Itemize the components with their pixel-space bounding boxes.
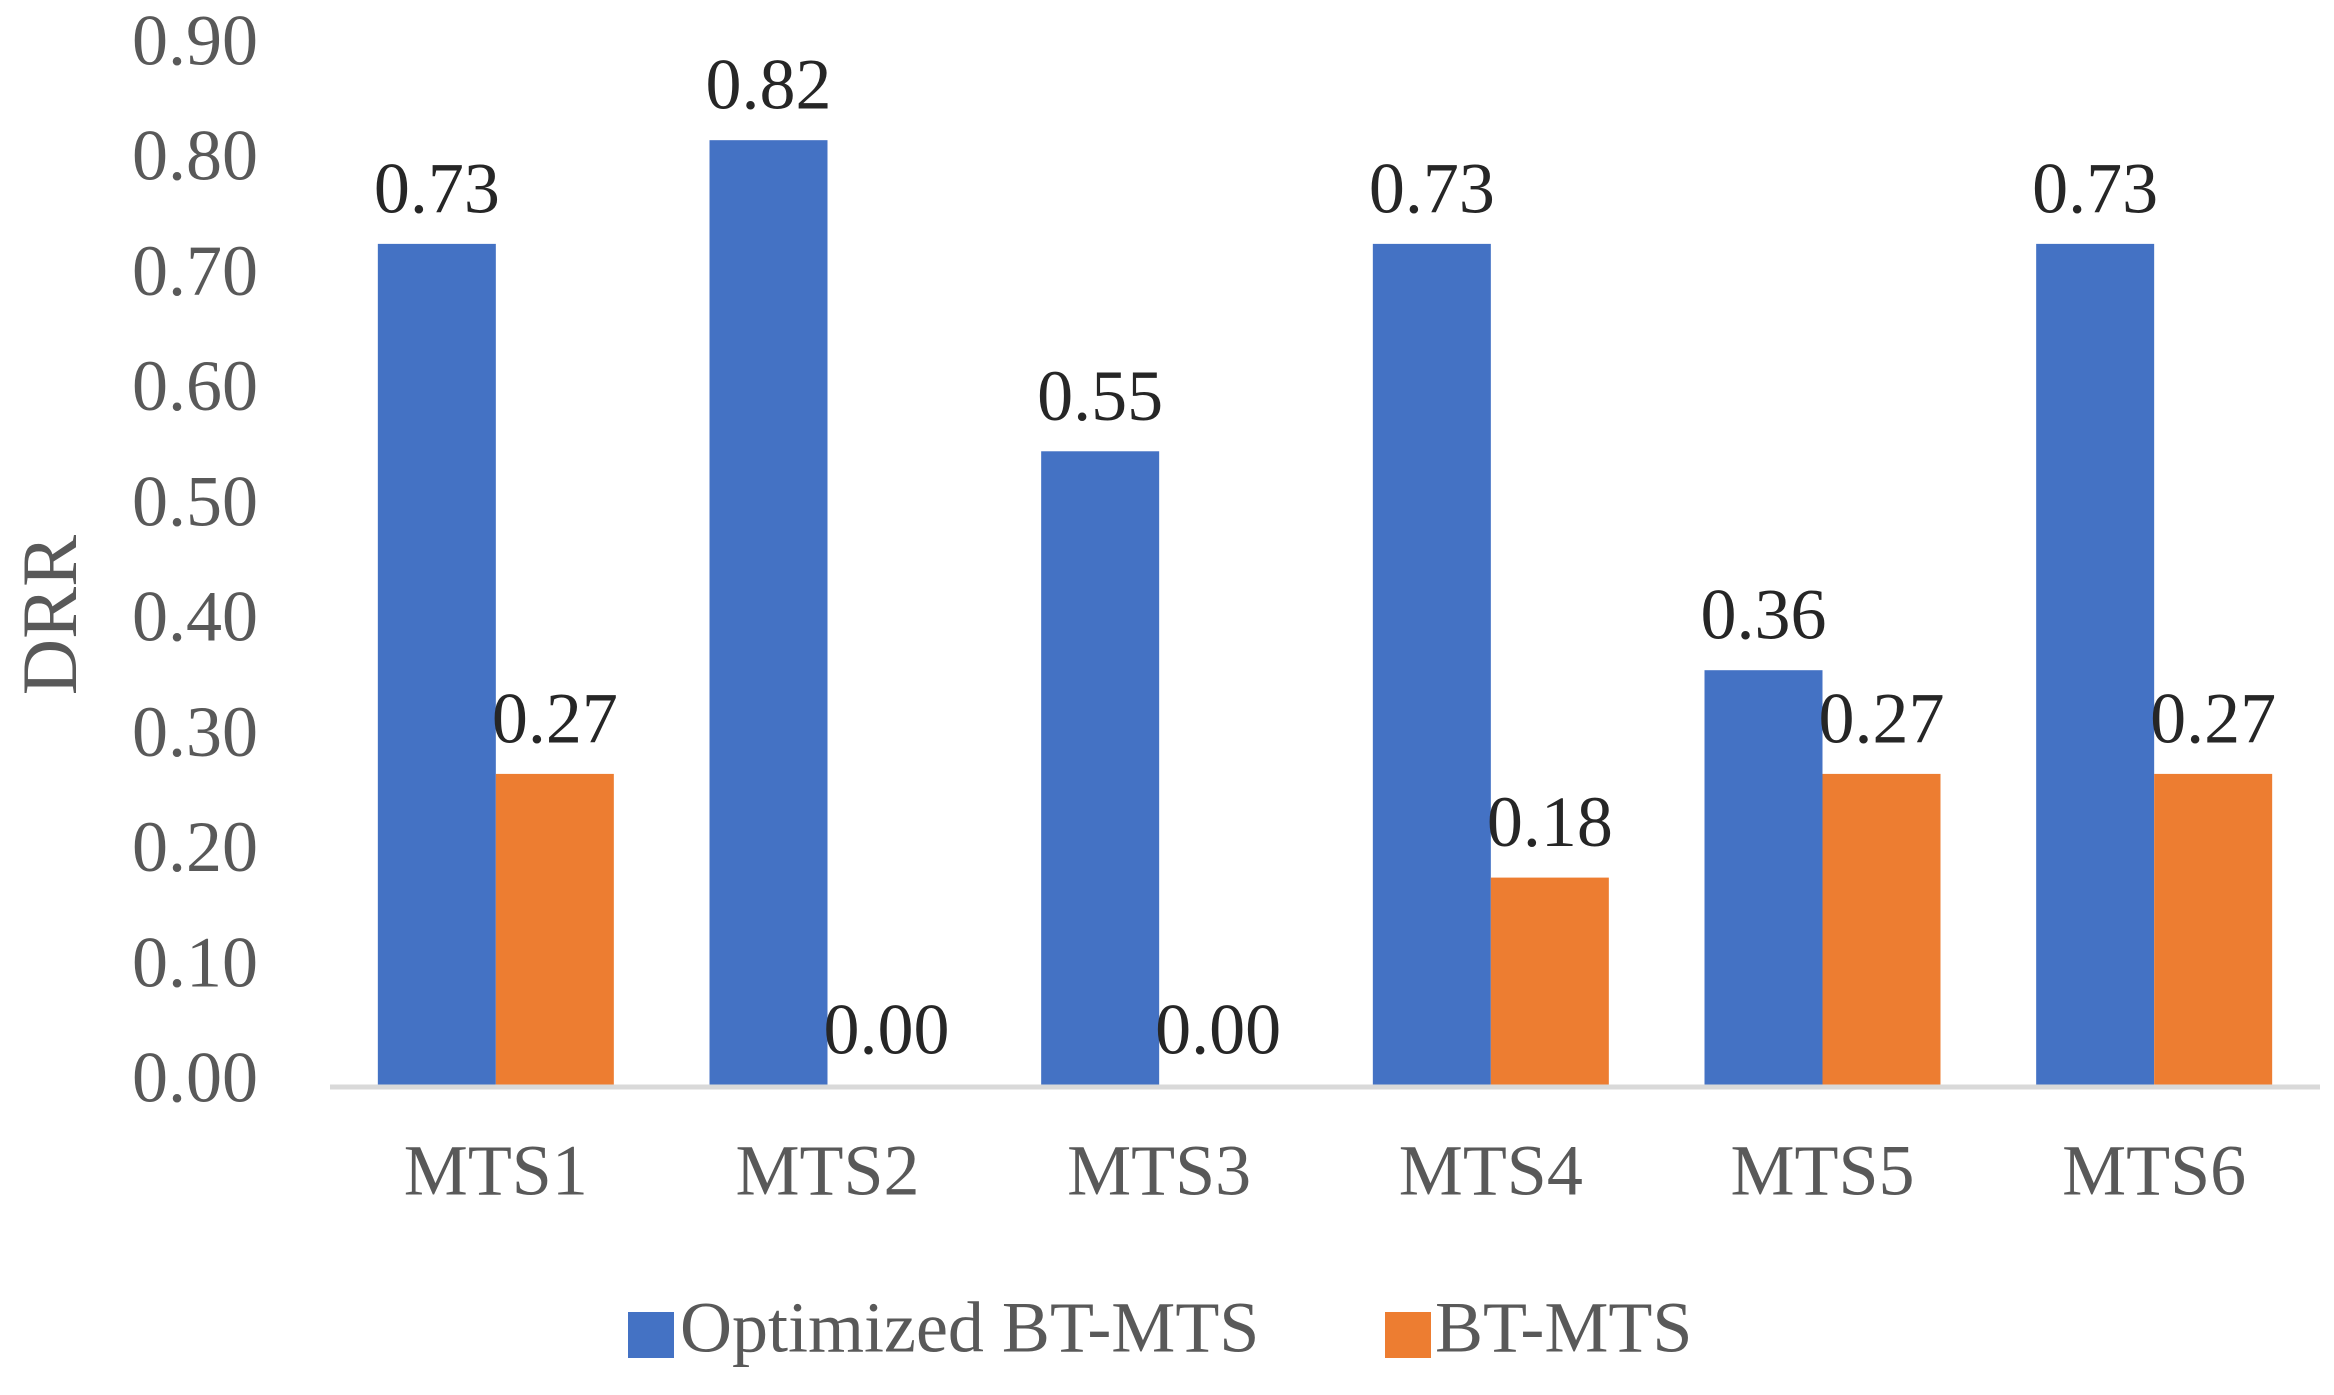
y-axis-ticks: 0.00 0.10 0.20 0.30 0.40 0.50 0.60 0.70 0.80 0.90 bbox=[132, 1, 258, 1118]
bar-mts5-series-1 bbox=[1704, 670, 1823, 1085]
x-category-label: MTS3 bbox=[1067, 1131, 1251, 1211]
data-label-mts2-series-1: 0.82 bbox=[706, 45, 832, 125]
bar-mts3-series-1 bbox=[1041, 451, 1160, 1085]
legend-label-series-2: BT-MTS bbox=[1435, 1288, 1692, 1368]
y-tick-label: 0.70 bbox=[132, 231, 258, 311]
y-tick-label: 0.30 bbox=[132, 692, 258, 772]
y-tick-label: 0.40 bbox=[132, 577, 258, 657]
x-category-label: MTS6 bbox=[2062, 1131, 2246, 1211]
data-label-mts4-series-2: 0.18 bbox=[1487, 782, 1613, 862]
bar-mts1-series-1 bbox=[377, 243, 496, 1085]
y-tick-label: 0.10 bbox=[132, 922, 258, 1002]
x-axis-category-labels: MTS1 MTS2 MTS3 MTS4 MTS5 MTS6 bbox=[404, 1131, 2246, 1211]
data-label-mts2-series-2: 0.00 bbox=[824, 990, 950, 1070]
y-tick-label: 0.60 bbox=[132, 346, 258, 426]
bar-mts6-series-2 bbox=[2154, 773, 2273, 1085]
bar-mts4-series-2 bbox=[1490, 877, 1609, 1085]
y-tick-label: 0.50 bbox=[132, 461, 258, 541]
data-label-mts1-series-2: 0.27 bbox=[492, 678, 618, 758]
y-axis-title: DRR bbox=[6, 535, 93, 695]
bar-mts2-series-1 bbox=[709, 140, 828, 1085]
bars bbox=[377, 140, 2273, 1085]
y-tick-label: 0.80 bbox=[132, 116, 258, 196]
data-label-mts1-series-1: 0.73 bbox=[374, 148, 500, 228]
data-label-mts6-series-2: 0.27 bbox=[2150, 678, 2276, 758]
bar-mts6-series-1 bbox=[2036, 243, 2155, 1085]
x-category-label: MTS1 bbox=[404, 1131, 588, 1211]
legend-label-series-1: Optimized BT-MTS bbox=[680, 1288, 1259, 1368]
legend-swatch-series-2 bbox=[1385, 1312, 1431, 1358]
legend-swatch-series-1 bbox=[628, 1312, 674, 1358]
data-label-mts5-series-2: 0.27 bbox=[1819, 678, 1945, 758]
data-label-mts6-series-1: 0.73 bbox=[2032, 148, 2158, 228]
data-label-mts3-series-2: 0.00 bbox=[1155, 990, 1281, 1070]
x-category-label: MTS4 bbox=[1399, 1131, 1583, 1211]
y-tick-label: 0.20 bbox=[132, 807, 258, 887]
y-tick-label: 0.00 bbox=[132, 1038, 258, 1118]
data-label-mts3-series-1: 0.55 bbox=[1037, 356, 1163, 436]
bar-mts1-series-2 bbox=[495, 773, 614, 1085]
data-label-mts4-series-1: 0.73 bbox=[1369, 148, 1495, 228]
x-category-label: MTS5 bbox=[1730, 1131, 1914, 1211]
x-category-label: MTS2 bbox=[735, 1131, 919, 1211]
bar-mts4-series-1 bbox=[1372, 243, 1491, 1085]
data-label-mts5-series-1: 0.36 bbox=[1701, 575, 1827, 655]
bar-mts5-series-2 bbox=[1822, 773, 1941, 1085]
legend: Optimized BT-MTS BT-MTS bbox=[628, 1288, 1692, 1368]
data-labels: 0.73 0.27 0.82 0.00 0.55 0.00 0.73 0.18 0.36 0.27… bbox=[374, 45, 2276, 1070]
y-tick-label: 0.90 bbox=[132, 1, 258, 81]
